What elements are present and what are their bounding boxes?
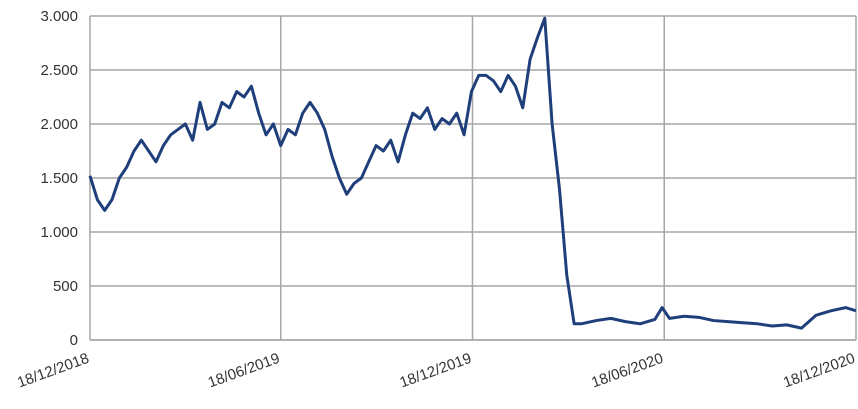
y-tick-label: 2.000 bbox=[40, 116, 78, 133]
y-tick-label: 3.000 bbox=[40, 8, 78, 25]
x-tick-label: 18/06/2019 bbox=[206, 350, 282, 392]
y-tick-label: 500 bbox=[53, 278, 78, 295]
x-tick-label: 18/12/2019 bbox=[397, 350, 473, 392]
x-tick-label: 18/12/2020 bbox=[781, 350, 857, 392]
y-tick-label: 1.000 bbox=[40, 224, 78, 241]
y-tick-label: 0 bbox=[70, 332, 78, 349]
data-line bbox=[88, 16, 857, 330]
y-tick-label: 1.500 bbox=[40, 170, 78, 187]
x-tick-label: 18/06/2020 bbox=[589, 350, 665, 392]
y-tick-label: 2.500 bbox=[40, 62, 78, 79]
x-tick-label: 18/12/2018 bbox=[15, 350, 91, 392]
